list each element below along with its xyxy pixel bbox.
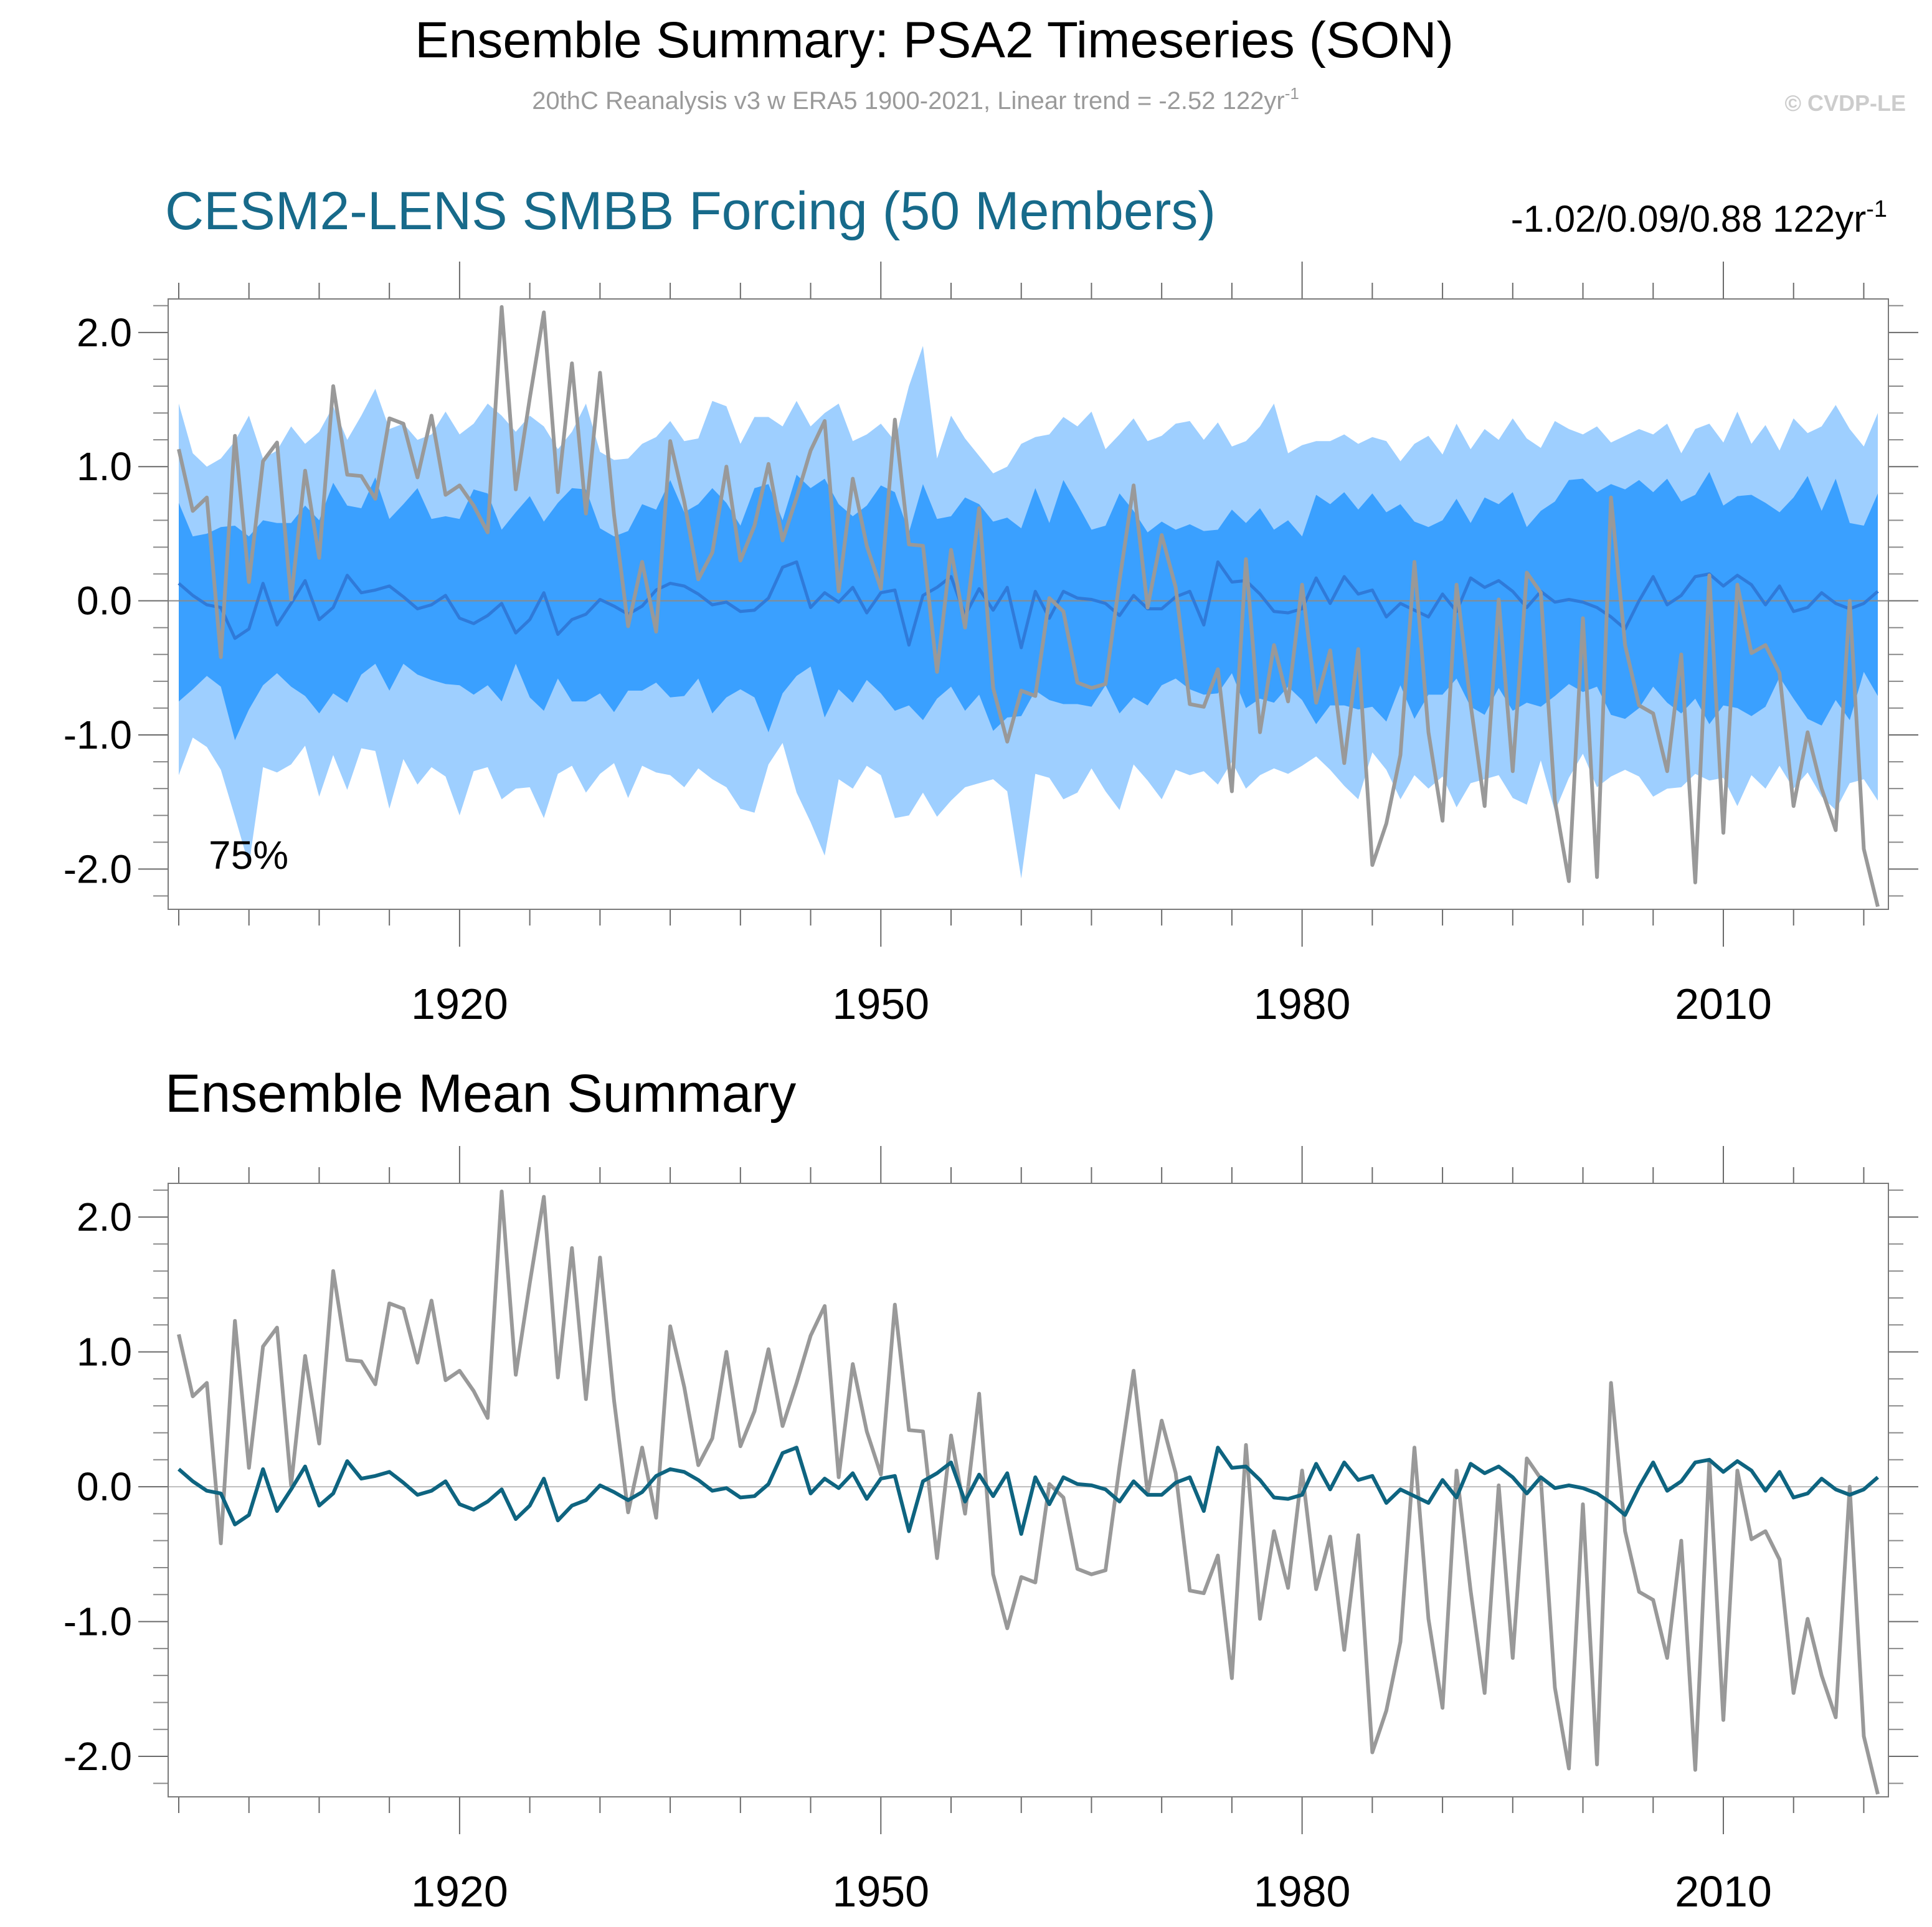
ensemble-mean-panel: Ensemble Mean Summary 2.0 1.0 0.0 -1.0 -2.0 1…: [64, 1064, 1918, 1916]
ensemble-spread-panel: CESM2-LENS SMBB Forcing (50 Members) -1.…: [64, 181, 1918, 1028]
x-tick-label: 1950: [832, 980, 929, 1028]
y-tick-label: 1.0: [77, 1330, 132, 1375]
band-percent-label: 75%: [209, 833, 288, 878]
subtitle-text: 20thC Reanalysis v3 w ERA5 1900-2021, Li…: [532, 87, 1285, 115]
x-tick-label: 2010: [1675, 1867, 1772, 1916]
y-tick-label: -1.0: [64, 713, 132, 757]
x-tick-label: 1920: [411, 980, 508, 1028]
y-tick-label: 2.0: [77, 1195, 132, 1239]
x-tick-label: 2010: [1675, 980, 1772, 1028]
panel2-frame: [168, 1183, 1889, 1797]
x-tick-label: 1980: [1254, 980, 1351, 1028]
ensemble-mean-line: [178, 560, 1879, 650]
y-tick-label: -2.0: [64, 1734, 132, 1779]
x-tick-label: 1980: [1254, 1867, 1351, 1916]
x-tick-label: 1950: [832, 1867, 929, 1916]
y-tick-label: -1.0: [64, 1599, 132, 1644]
panel2-title: Ensemble Mean Summary: [165, 1064, 796, 1124]
copyright-text: © CVDP-LE: [1784, 90, 1906, 116]
main-title: Ensemble Summary: PSA2 Timeseries (SON): [415, 12, 1454, 69]
ensemble-mean-line-2: [178, 1446, 1879, 1536]
y-tick-label: 1.0: [77, 444, 132, 489]
y-tick-label: -2.0: [64, 846, 132, 891]
panel1-frame: [168, 298, 1889, 910]
panel1-axes: 2.0 1.0 0.0 -1.0 -2.0 1920 1950 1980 2010: [64, 262, 1918, 1028]
panel1-trend-superscript: -1: [1866, 196, 1887, 222]
observed-line: [177, 305, 1880, 907]
subtitle: 20thC Reanalysis v3 w ERA5 1900-2021, Li…: [532, 84, 1299, 115]
subtitle-superscript: -1: [1285, 84, 1299, 103]
y-tick-label: 2.0: [77, 310, 132, 355]
panel1-title: CESM2-LENS SMBB Forcing (50 Members): [165, 181, 1216, 241]
y-tick-label: 0.0: [77, 1464, 132, 1509]
x-tick-label: 1920: [411, 1867, 508, 1916]
panel2-axes: 2.0 1.0 0.0 -1.0 -2.0 1920 1950 1980 2010: [64, 1146, 1918, 1916]
y-tick-label: 0.0: [77, 579, 132, 623]
panel1-trend: -1.02/0.09/0.88 122yr-1: [1511, 196, 1887, 240]
panel1-trend-text: -1.02/0.09/0.88 122yr: [1511, 198, 1866, 240]
observed-line-2: [177, 1190, 1880, 1795]
